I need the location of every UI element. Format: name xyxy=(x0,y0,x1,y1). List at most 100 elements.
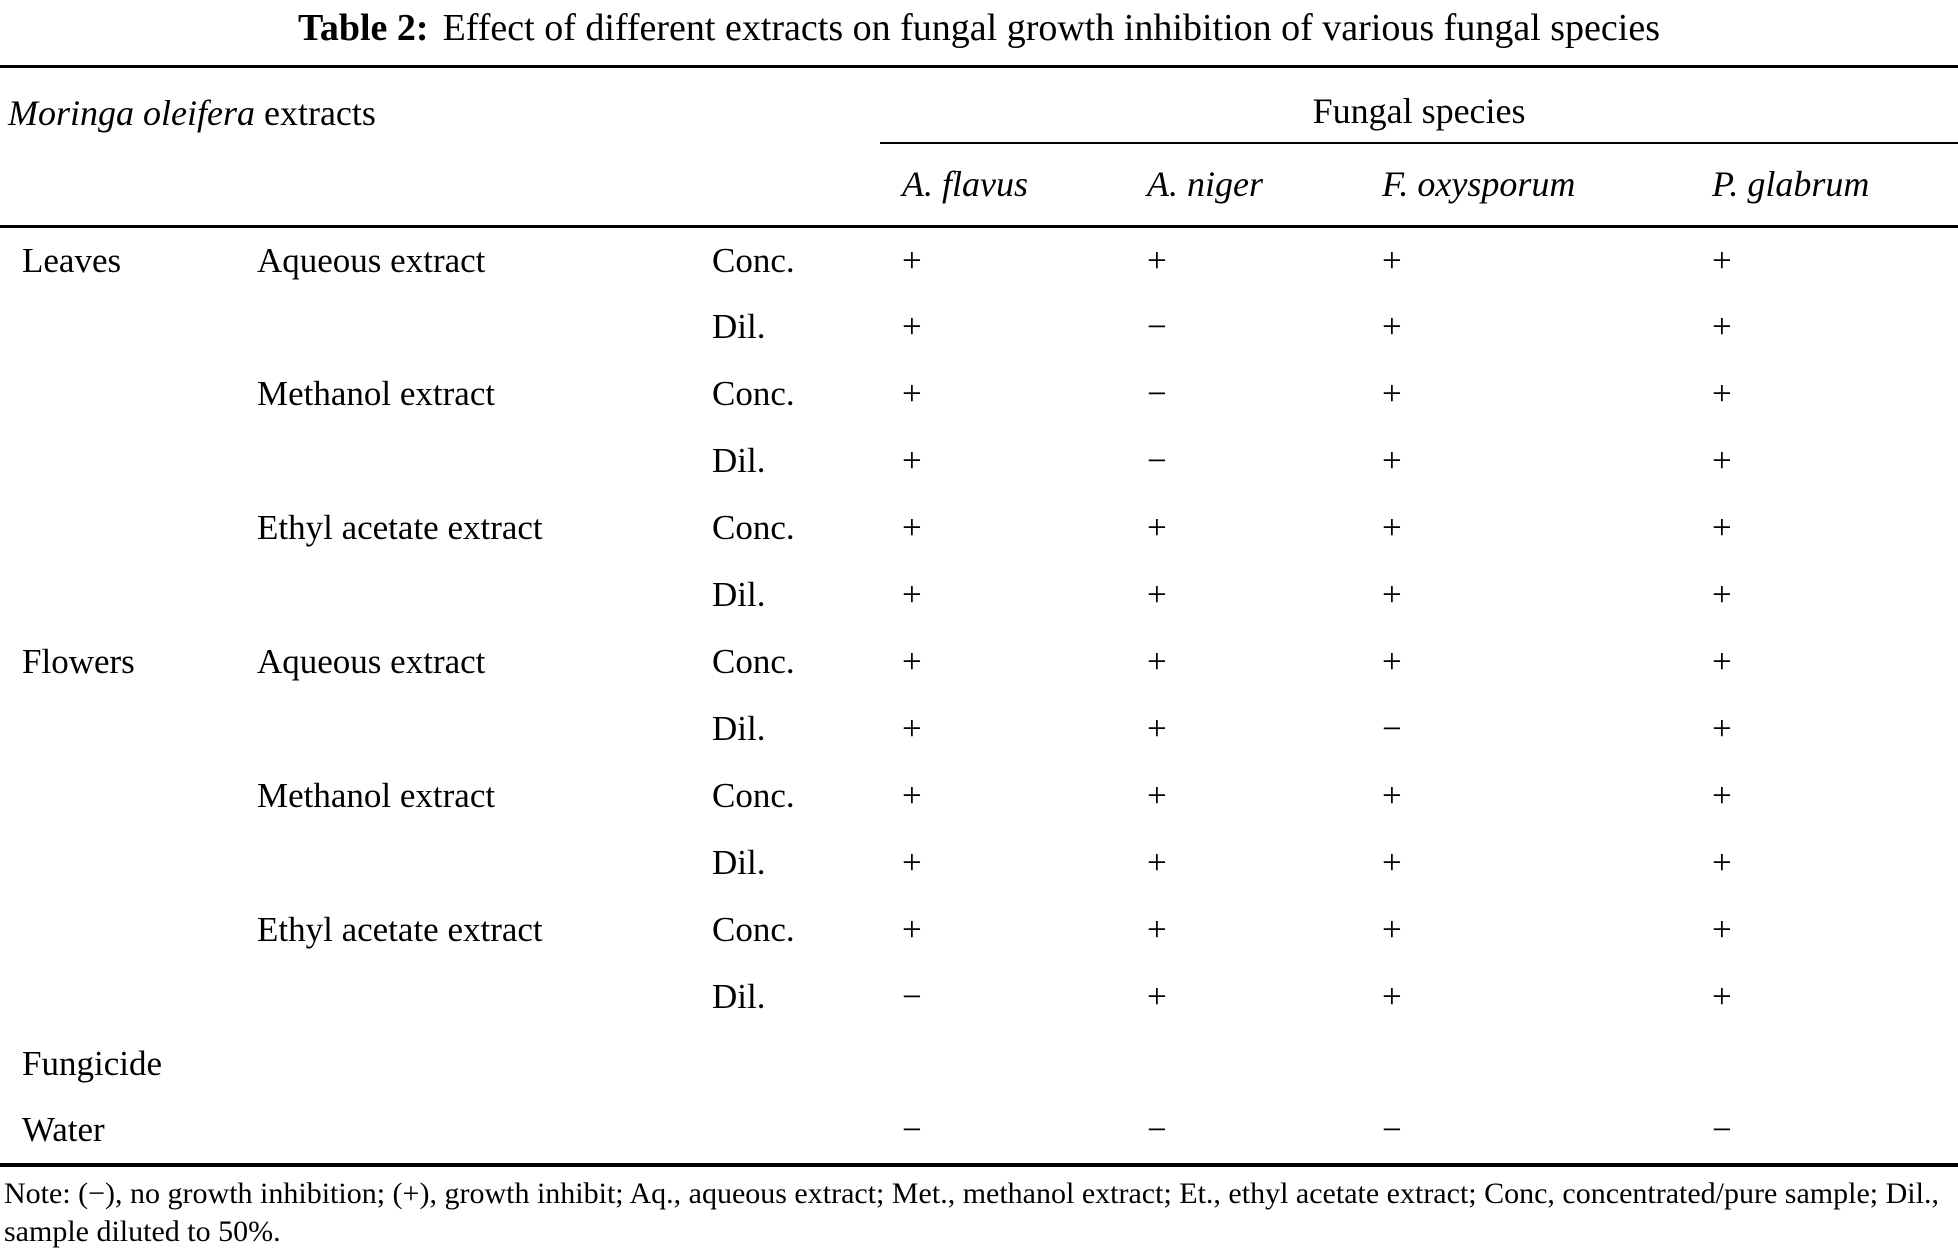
extract-cell xyxy=(235,1031,690,1098)
prep-cell: Dil. xyxy=(712,977,766,1016)
value-cell-f-oxysporum: + xyxy=(1382,977,1402,1016)
value-cell-p-glabrum: + xyxy=(1712,642,1732,681)
value-cell-f-oxysporum: + xyxy=(1382,374,1402,413)
value-cell-a-niger: + xyxy=(1147,709,1167,748)
value-cell-a-niger: + xyxy=(1147,843,1167,882)
table-row: Dil. + − + + xyxy=(0,294,1958,361)
extract-cell: Ethyl acetate extract xyxy=(257,508,543,547)
value-cell-a-flavus: + xyxy=(902,508,922,547)
prep-cell: Conc. xyxy=(712,374,795,413)
value-cell-a-flavus: + xyxy=(902,709,922,748)
extract-cell: Methanol extract xyxy=(257,374,496,413)
table-row: Dil. + + + + xyxy=(0,562,1958,629)
value-cell-a-niger: − xyxy=(1147,307,1167,346)
plant-part-cell: Water xyxy=(22,1110,105,1149)
extract-cell xyxy=(235,1098,690,1165)
header-group-row: Moringa oleifera extracts Fungal species xyxy=(0,66,1958,228)
value-cell-p-glabrum: + xyxy=(1712,776,1732,815)
table-header: Moringa oleifera extracts Fungal species… xyxy=(0,66,1958,228)
value-cell-f-oxysporum: + xyxy=(1382,307,1402,346)
table-row: Dil. + + + + xyxy=(0,830,1958,897)
plant-part-cell: Leaves xyxy=(22,240,122,280)
value-cell-a-niger: + xyxy=(1147,910,1167,949)
species-header-f-oxysporum: F. oxysporum xyxy=(1360,142,1691,228)
value-cell-p-glabrum xyxy=(1690,1031,1958,1098)
extracts-header-cell: Moringa oleifera extracts xyxy=(0,66,881,228)
value-cell-a-niger: + xyxy=(1147,642,1167,681)
extract-cell xyxy=(235,696,690,763)
table-row: Dil. + − + + xyxy=(0,428,1958,495)
value-cell-f-oxysporum: + xyxy=(1382,910,1402,949)
value-cell-a-niger: − xyxy=(1147,441,1167,480)
value-cell-a-niger: − xyxy=(1147,374,1167,413)
table-row: Dil. − + + + xyxy=(0,964,1958,1031)
value-cell-a-flavus: + xyxy=(902,575,922,614)
table-row: Methanol extract Conc. + − + + xyxy=(0,361,1958,428)
species-header-p-glabrum: P. glabrum xyxy=(1690,142,1958,228)
table-row: Fungicide xyxy=(0,1031,1958,1098)
table-body: Leaves Aqueous extract Conc. + + + + Dil. + − + + Me… xyxy=(0,227,1958,1165)
value-cell-a-niger: − xyxy=(1147,1110,1167,1149)
value-cell-f-oxysporum: + xyxy=(1382,508,1402,547)
value-cell-a-niger: + xyxy=(1147,575,1167,614)
value-cell-p-glabrum: + xyxy=(1712,374,1732,413)
plant-part-cell xyxy=(0,964,235,1031)
plant-part-cell xyxy=(0,897,235,964)
extract-cell: Ethyl acetate extract xyxy=(257,910,543,949)
value-cell-a-flavus: + xyxy=(902,642,922,681)
value-cell-f-oxysporum xyxy=(1360,1031,1690,1098)
extract-cell xyxy=(235,294,690,361)
species-header-a-flavus: A. flavus xyxy=(880,142,1126,228)
prep-cell: Dil. xyxy=(712,575,766,614)
extract-cell: Methanol extract xyxy=(257,776,496,815)
table-caption-label: Table 2: xyxy=(298,7,429,49)
prep-cell xyxy=(690,1031,880,1098)
prep-cell: Conc. xyxy=(712,776,795,815)
extract-cell xyxy=(235,964,690,1031)
value-cell-f-oxysporum: + xyxy=(1382,240,1402,280)
extract-cell: Aqueous extract xyxy=(257,240,486,280)
table-caption-text: Effect of different extracts on fungal g… xyxy=(442,7,1660,49)
table-caption: Table 2: Effect of different extracts on … xyxy=(0,0,1958,65)
header-species-row: A. flavus A. niger F. oxysporum P. glabr… xyxy=(0,142,1958,228)
plant-part-cell: Flowers xyxy=(22,642,135,681)
value-cell-a-niger: + xyxy=(1147,240,1167,280)
value-cell-a-flavus: + xyxy=(902,307,922,346)
fungal-species-group-header: Fungal species xyxy=(880,66,1958,144)
plant-part-cell xyxy=(0,361,235,428)
extracts-header-rest: extracts xyxy=(254,93,376,133)
plant-part-cell: Fungicide xyxy=(22,1044,162,1083)
prep-cell: Dil. xyxy=(712,441,766,480)
value-cell-a-flavus xyxy=(880,1031,1125,1098)
plant-part-cell xyxy=(0,830,235,897)
value-cell-a-niger: + xyxy=(1147,977,1167,1016)
value-cell-f-oxysporum: − xyxy=(1382,709,1402,748)
value-cell-a-flavus: + xyxy=(902,374,922,413)
value-cell-a-flavus: + xyxy=(902,240,922,280)
prep-cell: Dil. xyxy=(712,709,766,748)
value-cell-a-flavus: + xyxy=(902,776,922,815)
plant-part-cell xyxy=(0,763,235,830)
value-cell-a-flavus: + xyxy=(902,441,922,480)
value-cell-p-glabrum: + xyxy=(1712,910,1732,949)
plant-part-cell xyxy=(0,495,235,562)
value-cell-f-oxysporum: − xyxy=(1382,1110,1402,1149)
prep-cell xyxy=(690,1098,880,1165)
prep-cell: Conc. xyxy=(712,240,795,280)
species-header-a-niger: A. niger xyxy=(1125,142,1361,228)
value-cell-a-flavus: + xyxy=(902,910,922,949)
value-cell-a-flavus: − xyxy=(902,977,922,1016)
extracts-header-species-name: Moringa oleifera xyxy=(8,93,255,133)
fungal-inhibition-table: Moringa oleifera extracts Fungal species… xyxy=(0,65,1958,1167)
value-cell-f-oxysporum: + xyxy=(1382,776,1402,815)
value-cell-p-glabrum: + xyxy=(1712,709,1732,748)
value-cell-p-glabrum: + xyxy=(1712,240,1732,280)
prep-cell: Conc. xyxy=(712,642,795,681)
prep-cell: Dil. xyxy=(712,307,766,346)
plant-part-cell xyxy=(0,428,235,495)
table-row: Water − − − − xyxy=(0,1098,1958,1165)
value-cell-a-niger xyxy=(1125,1031,1360,1098)
table-row: Ethyl acetate extract Conc. + + + + xyxy=(0,495,1958,562)
value-cell-p-glabrum: + xyxy=(1712,977,1732,1016)
